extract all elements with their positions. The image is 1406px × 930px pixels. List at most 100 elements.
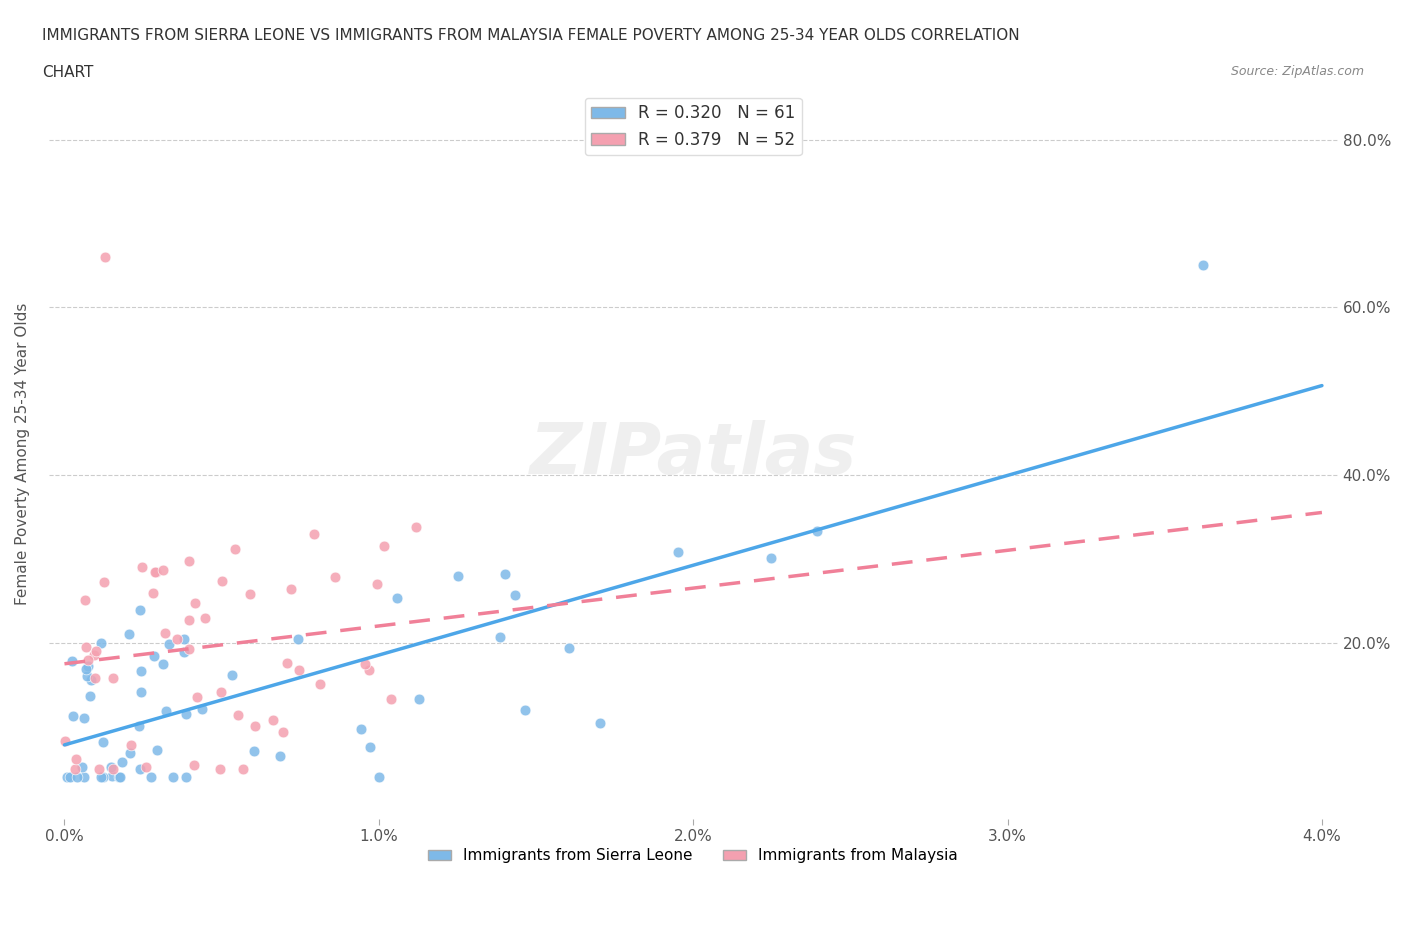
Point bbox=[60, 654, 83, 669]
Point bbox=[79, 688, 101, 703]
Point bbox=[262, 712, 284, 727]
Point bbox=[323, 570, 346, 585]
Point bbox=[186, 690, 208, 705]
Text: CHART: CHART bbox=[42, 65, 94, 80]
Point bbox=[84, 671, 107, 685]
Point bbox=[76, 668, 98, 683]
Point bbox=[179, 613, 201, 628]
Point bbox=[142, 649, 165, 664]
Point bbox=[666, 545, 689, 560]
Point bbox=[87, 761, 110, 776]
Point bbox=[209, 761, 232, 776]
Point bbox=[183, 595, 205, 610]
Point bbox=[91, 769, 114, 784]
Point bbox=[269, 749, 291, 764]
Point bbox=[84, 644, 107, 658]
Point bbox=[557, 641, 579, 656]
Text: IMMIGRANTS FROM SIERRA LEONE VS IMMIGRANTS FROM MALAYSIA FEMALE POVERTY AMONG 25: IMMIGRANTS FROM SIERRA LEONE VS IMMIGRAN… bbox=[42, 28, 1019, 43]
Point bbox=[183, 757, 205, 772]
Point bbox=[94, 249, 117, 264]
Point bbox=[385, 591, 408, 605]
Point bbox=[194, 611, 217, 626]
Point bbox=[75, 639, 97, 654]
Point bbox=[589, 716, 612, 731]
Point bbox=[373, 538, 395, 553]
Point bbox=[142, 586, 165, 601]
Point bbox=[357, 663, 380, 678]
Point bbox=[239, 586, 262, 601]
Point bbox=[177, 554, 200, 569]
Point bbox=[101, 761, 124, 776]
Point bbox=[59, 769, 82, 784]
Point bbox=[53, 734, 76, 749]
Point bbox=[243, 719, 266, 734]
Point bbox=[447, 568, 470, 583]
Point bbox=[76, 658, 98, 673]
Point bbox=[75, 592, 97, 607]
Point bbox=[145, 565, 167, 579]
Point bbox=[287, 631, 309, 646]
Point bbox=[143, 565, 166, 579]
Point bbox=[488, 630, 510, 644]
Point bbox=[354, 657, 377, 671]
Point bbox=[162, 769, 184, 784]
Point bbox=[806, 524, 828, 538]
Point bbox=[73, 711, 96, 725]
Point bbox=[494, 566, 516, 581]
Point bbox=[152, 657, 174, 671]
Point bbox=[191, 701, 214, 716]
Point bbox=[66, 769, 89, 784]
Point bbox=[174, 707, 197, 722]
Point bbox=[139, 769, 162, 784]
Point bbox=[226, 708, 249, 723]
Point bbox=[271, 724, 294, 739]
Point bbox=[209, 684, 232, 699]
Point bbox=[56, 769, 79, 784]
Point bbox=[157, 637, 180, 652]
Point bbox=[366, 577, 388, 591]
Point bbox=[155, 703, 177, 718]
Point bbox=[761, 551, 783, 565]
Point bbox=[302, 526, 325, 541]
Point bbox=[118, 626, 141, 641]
Point bbox=[350, 722, 373, 737]
Point bbox=[221, 668, 243, 683]
Point bbox=[129, 664, 152, 679]
Point bbox=[100, 768, 122, 783]
Point bbox=[380, 692, 402, 707]
Point bbox=[91, 734, 114, 749]
Point bbox=[405, 520, 427, 535]
Point bbox=[176, 769, 198, 784]
Point bbox=[77, 653, 100, 668]
Point bbox=[1191, 258, 1213, 272]
Point bbox=[62, 709, 84, 724]
Point bbox=[145, 742, 167, 757]
Legend: Immigrants from Sierra Leone, Immigrants from Malaysia: Immigrants from Sierra Leone, Immigrants… bbox=[422, 843, 965, 870]
Point bbox=[120, 737, 142, 752]
Point bbox=[503, 588, 526, 603]
Point bbox=[120, 746, 142, 761]
Point bbox=[93, 575, 115, 590]
Y-axis label: Female Poverty Among 25-34 Year Olds: Female Poverty Among 25-34 Year Olds bbox=[15, 303, 30, 605]
Point bbox=[131, 684, 153, 699]
Point bbox=[131, 560, 153, 575]
Point bbox=[128, 762, 150, 777]
Point bbox=[276, 656, 298, 671]
Point bbox=[65, 751, 87, 766]
Point bbox=[103, 671, 125, 685]
Point bbox=[73, 769, 96, 784]
Point bbox=[129, 602, 152, 617]
Point bbox=[135, 759, 157, 774]
Point bbox=[173, 631, 195, 646]
Point bbox=[152, 563, 174, 578]
Point bbox=[70, 759, 93, 774]
Point bbox=[309, 677, 332, 692]
Point bbox=[211, 573, 233, 588]
Point bbox=[243, 743, 266, 758]
Point bbox=[173, 644, 195, 659]
Point bbox=[128, 719, 150, 734]
Text: Source: ZipAtlas.com: Source: ZipAtlas.com bbox=[1230, 65, 1364, 78]
Point bbox=[408, 692, 430, 707]
Point bbox=[224, 542, 246, 557]
Point bbox=[515, 702, 537, 717]
